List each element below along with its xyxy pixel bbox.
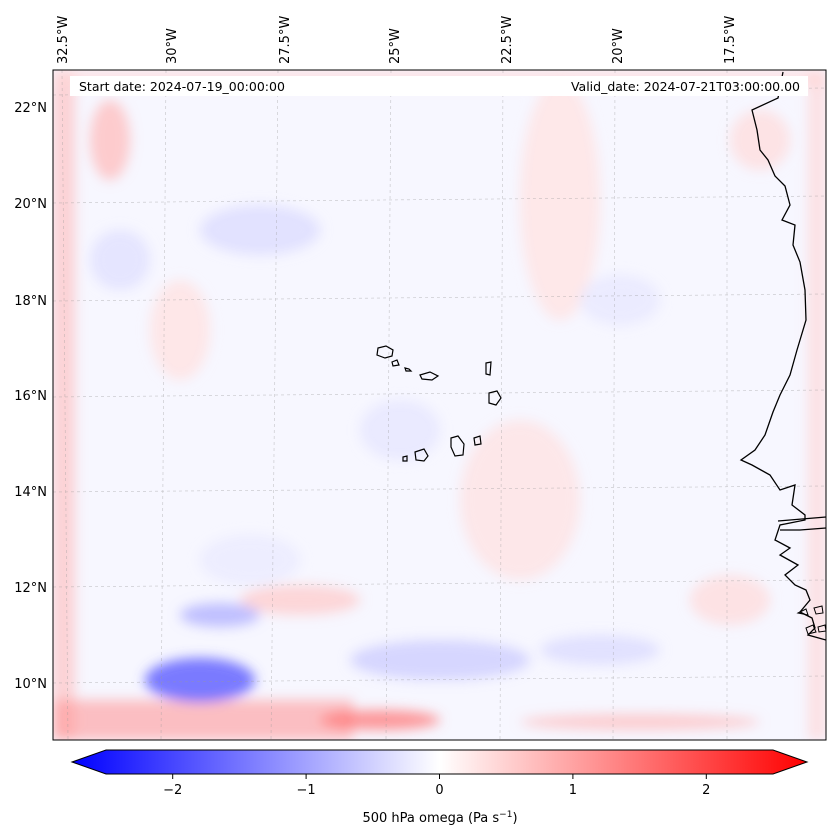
coastline-gambia bbox=[777, 516, 826, 522]
lon-label-30w: 30°W bbox=[165, 28, 180, 64]
lat-label-14n: 14°N bbox=[14, 485, 47, 500]
lon-label-20w: 20°W bbox=[611, 28, 626, 64]
colorbar-tick-label: −1 bbox=[297, 783, 316, 798]
longitude-labels: 32.5°W 30°W 27.5°W 25°W 22.5°W 20°W 17.5… bbox=[56, 16, 738, 64]
lon-label-27-5w: 27.5°W bbox=[278, 16, 293, 64]
colorbar-tick-label: 1 bbox=[569, 783, 577, 798]
colorbar-tick-label: 0 bbox=[435, 783, 443, 798]
lat-label-20n: 20°N bbox=[14, 197, 47, 212]
cape-verde-islands bbox=[376, 345, 502, 462]
lat-label-18n: 18°N bbox=[14, 294, 47, 309]
lon-label-32-5w: 32.5°W bbox=[56, 16, 71, 64]
start-date-label: Start date: 2024-07-19_00:00:00 bbox=[79, 79, 285, 94]
colorbar-body bbox=[70, 749, 809, 775]
valid-date-label: Valid_date: 2024-07-21T03:00:00.00 bbox=[571, 79, 800, 94]
colorbar-label: 500 hPa omega (Pa s−1) bbox=[362, 810, 517, 826]
coastline-africa bbox=[739, 71, 826, 641]
map-background bbox=[53, 70, 826, 740]
coastline-gambia-south bbox=[780, 527, 826, 531]
lon-label-25w: 25°W bbox=[388, 28, 403, 64]
omega-field bbox=[53, 70, 826, 740]
coastline-bissagos bbox=[796, 605, 826, 635]
lat-label-16n: 16°N bbox=[14, 389, 47, 404]
colorbar: −2 −1 0 1 2 500 hPa omega (Pa s−1) bbox=[70, 749, 809, 826]
latitude-labels: 22°N 20°N 18°N 16°N 14°N 12°N 10°N bbox=[14, 101, 47, 692]
map-frame bbox=[52, 69, 827, 741]
colorbar-ticks: −2 −1 0 1 2 bbox=[163, 774, 710, 798]
colorbar-tick-label: −2 bbox=[163, 783, 182, 798]
colorbar-tick-label: 2 bbox=[702, 783, 710, 798]
map-panel: Start date: 2024-07-19_00:00:00 Valid_da… bbox=[53, 70, 826, 740]
lat-label-12n: 12°N bbox=[14, 581, 47, 596]
lon-label-22-5w: 22.5°W bbox=[500, 16, 515, 64]
lat-label-22n: 22°N bbox=[14, 101, 47, 116]
header-box bbox=[70, 76, 808, 96]
lat-label-10n: 10°N bbox=[14, 677, 47, 692]
lon-label-17-5w: 17.5°W bbox=[723, 16, 738, 64]
